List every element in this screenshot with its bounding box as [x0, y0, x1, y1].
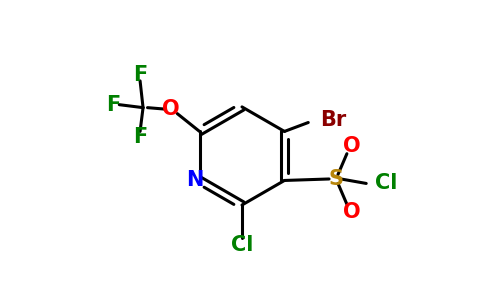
Text: Cl: Cl — [231, 235, 253, 255]
Text: Br: Br — [320, 110, 347, 130]
Text: F: F — [133, 65, 147, 85]
Text: O: O — [343, 136, 360, 156]
Text: F: F — [133, 128, 147, 147]
Text: N: N — [186, 170, 204, 190]
Text: O: O — [163, 99, 180, 119]
Text: Cl: Cl — [375, 173, 397, 194]
Text: O: O — [343, 202, 360, 222]
Text: F: F — [106, 95, 121, 115]
Text: S: S — [329, 169, 344, 189]
